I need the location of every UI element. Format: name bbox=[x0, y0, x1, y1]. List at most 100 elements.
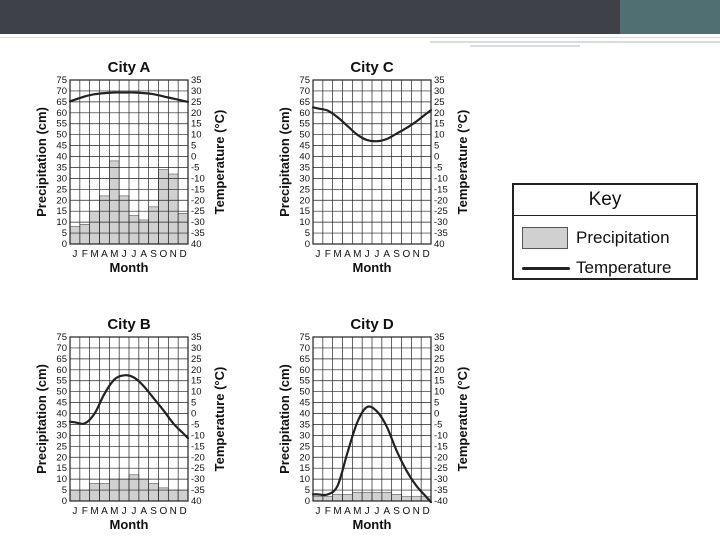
y-tick-label: 65 bbox=[299, 97, 310, 108]
y-tick-label: 60 bbox=[299, 108, 310, 119]
y2-tick-label: -30 bbox=[191, 217, 205, 228]
y-tick-label: 70 bbox=[56, 343, 67, 354]
y-tick-label: 25 bbox=[299, 184, 310, 195]
x-tick-label: A bbox=[101, 506, 108, 517]
y2-tick-label: -30 bbox=[434, 217, 448, 228]
decorative-line bbox=[430, 41, 720, 43]
chart-key: Key Precipitation Temperature bbox=[512, 183, 698, 280]
plot-frame bbox=[312, 336, 432, 502]
y2-tick-label: 20 bbox=[434, 365, 445, 376]
decorative-line bbox=[470, 45, 580, 47]
y-tick-label: 45 bbox=[56, 141, 67, 152]
y2-tick-label: 35 bbox=[191, 75, 202, 86]
y2-tick-label: -5 bbox=[191, 419, 199, 430]
y-tick-label: 35 bbox=[56, 419, 67, 430]
y2-tick-label: 15 bbox=[434, 119, 445, 130]
y2-tick-label: -35 bbox=[434, 228, 448, 239]
y2-tick-label: -15 bbox=[191, 184, 205, 195]
x-tick-label: J bbox=[72, 506, 77, 517]
y2-tick-label: 35 bbox=[434, 75, 445, 86]
temperature-line bbox=[68, 91, 190, 103]
y-tick-label: 20 bbox=[299, 195, 310, 206]
y-tick-label: 30 bbox=[56, 173, 67, 184]
x-tick-label: J bbox=[122, 506, 127, 517]
slide-header-bar bbox=[0, 0, 720, 34]
y2-tick-label: 30 bbox=[434, 343, 445, 354]
x-tick-label: J bbox=[374, 249, 379, 260]
y-tick-label: 40 bbox=[56, 409, 67, 420]
y2-tick-label: -20 bbox=[434, 195, 448, 206]
y-tick-label: 75 bbox=[299, 75, 310, 86]
y-tick-label: 75 bbox=[299, 332, 310, 343]
x-tick-label: O bbox=[160, 249, 168, 260]
precipitation-bar bbox=[401, 496, 412, 502]
x-tick-label: J bbox=[315, 249, 320, 260]
x-tick-label: J bbox=[365, 506, 370, 517]
precipitation-bar bbox=[69, 489, 81, 502]
y-tick-label: 0 bbox=[62, 496, 67, 507]
y2-tick-label: -30 bbox=[434, 474, 448, 485]
x-tick-label: F bbox=[325, 506, 331, 517]
x-tick-label: M bbox=[110, 249, 118, 260]
y-tick-label: 5 bbox=[305, 485, 310, 496]
y2-tick-label: 30 bbox=[191, 343, 202, 354]
precipitation-bar bbox=[99, 195, 110, 245]
x-tick-label: M bbox=[90, 249, 98, 260]
x-tick-label: S bbox=[393, 506, 400, 517]
x-tick-label: A bbox=[140, 249, 147, 260]
x-tick-label: S bbox=[150, 249, 157, 260]
y2-tick-label: 25 bbox=[434, 97, 445, 108]
key-title: Key bbox=[514, 185, 696, 216]
y2-tick-label: -10 bbox=[434, 430, 448, 441]
y-tick-label: 65 bbox=[56, 97, 67, 108]
y2-tick-label: 10 bbox=[434, 387, 445, 398]
y-tick-label: 5 bbox=[62, 228, 67, 239]
y2-tick-label: -15 bbox=[434, 184, 448, 195]
y-tick-label: 20 bbox=[56, 452, 67, 463]
y2-tick-label: 40 bbox=[434, 239, 445, 250]
y-tick-label: 20 bbox=[56, 195, 67, 206]
y2-tick-label: -25 bbox=[191, 463, 205, 474]
y2-tick-label: -40 bbox=[434, 496, 448, 507]
x-tick-label: F bbox=[325, 249, 331, 260]
x-tick-label: M bbox=[353, 249, 361, 260]
y2-tick-label: 5 bbox=[191, 141, 196, 152]
y-tick-label: 10 bbox=[56, 217, 67, 228]
y-axis-label: Precipitation (cm) bbox=[277, 364, 292, 474]
x-axis-label: Month bbox=[110, 260, 149, 275]
x-tick-label: J bbox=[365, 249, 370, 260]
precipitation-bar bbox=[411, 496, 422, 502]
x-tick-label: S bbox=[393, 249, 400, 260]
y2-tick-label: 35 bbox=[191, 332, 202, 343]
y2-axis-label: Temperature (°C) bbox=[455, 367, 470, 472]
y2-tick-label: 40 bbox=[191, 239, 202, 250]
y2-tick-label: 5 bbox=[434, 141, 439, 152]
chart-title: City C bbox=[350, 59, 394, 76]
y-tick-label: 15 bbox=[56, 206, 67, 217]
x-tick-label: J bbox=[315, 506, 320, 517]
y2-tick-label: 35 bbox=[434, 332, 445, 343]
y2-tick-label: -30 bbox=[191, 474, 205, 485]
precipitation-bar bbox=[381, 491, 392, 502]
y-tick-label: 5 bbox=[305, 228, 310, 239]
y-tick-label: 35 bbox=[299, 162, 310, 173]
y-tick-label: 0 bbox=[62, 239, 67, 250]
y2-axis-label: Temperature (°C) bbox=[212, 367, 227, 472]
y2-tick-label: 25 bbox=[434, 354, 445, 365]
y2-tick-label: 15 bbox=[191, 119, 202, 130]
x-tick-label: M bbox=[333, 249, 341, 260]
y-tick-label: 40 bbox=[299, 409, 310, 420]
precipitation-bar bbox=[109, 160, 120, 245]
y-tick-label: 5 bbox=[62, 485, 67, 496]
y-tick-label: 55 bbox=[56, 376, 67, 387]
precipitation-bar bbox=[128, 474, 140, 502]
y2-tick-label: -25 bbox=[434, 463, 448, 474]
y2-tick-label: 20 bbox=[191, 108, 202, 119]
y-tick-label: 25 bbox=[56, 184, 67, 195]
y-tick-label: 40 bbox=[56, 152, 67, 163]
y2-tick-label: -5 bbox=[191, 162, 199, 173]
y2-tick-label: 5 bbox=[191, 398, 196, 409]
